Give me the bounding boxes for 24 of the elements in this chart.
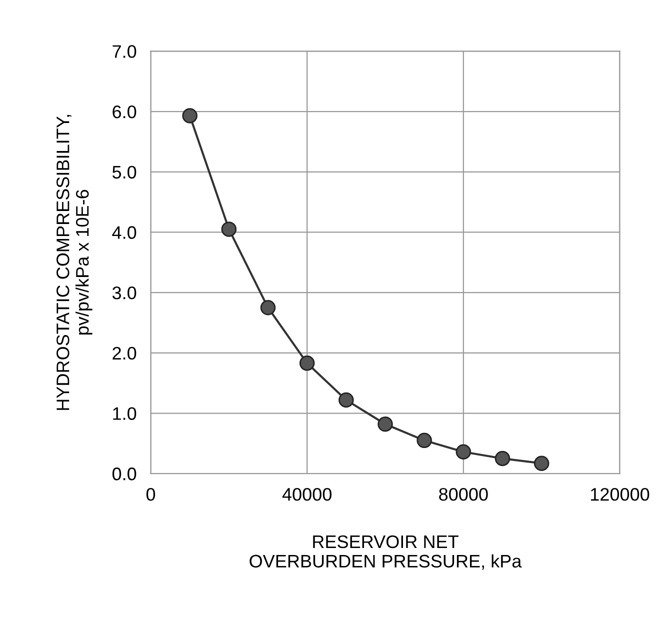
point — [494, 450, 510, 466]
point — [378, 416, 393, 432]
point — [299, 356, 315, 371]
x-tick-label: 80000 — [439, 488, 488, 501]
y-tick-label: 3.0 — [112, 286, 136, 300]
y-tick-label: 5.0 — [112, 166, 136, 179]
y-tick-label: 6.0 — [112, 105, 136, 118]
point — [260, 300, 276, 316]
x-tick-label: 40000 — [282, 488, 332, 501]
y-tick-label: 2.0 — [112, 346, 136, 360]
x-axis-title: RESERVOIR NET OVERBURDEN PRESSURE, kPa — [250, 535, 522, 570]
point — [534, 456, 550, 471]
y-tick-label: 1.0 — [113, 407, 136, 420]
point — [221, 222, 237, 237]
point — [456, 444, 472, 460]
x-tick-label: 0 — [146, 488, 156, 501]
y-tick-label: 0.0 — [112, 468, 136, 480]
point — [338, 392, 354, 408]
y-tick-label: 4.0 — [112, 226, 136, 239]
point — [416, 432, 432, 448]
point — [182, 108, 198, 124]
x-tick-label: 120000 — [591, 488, 650, 501]
y-tick-label: 7.0 — [112, 45, 136, 58]
y-axis-title: HYDROSTATIC COMPRESSIBILITY, pv/pv/kPa x 10E-6 — [56, 115, 92, 410]
